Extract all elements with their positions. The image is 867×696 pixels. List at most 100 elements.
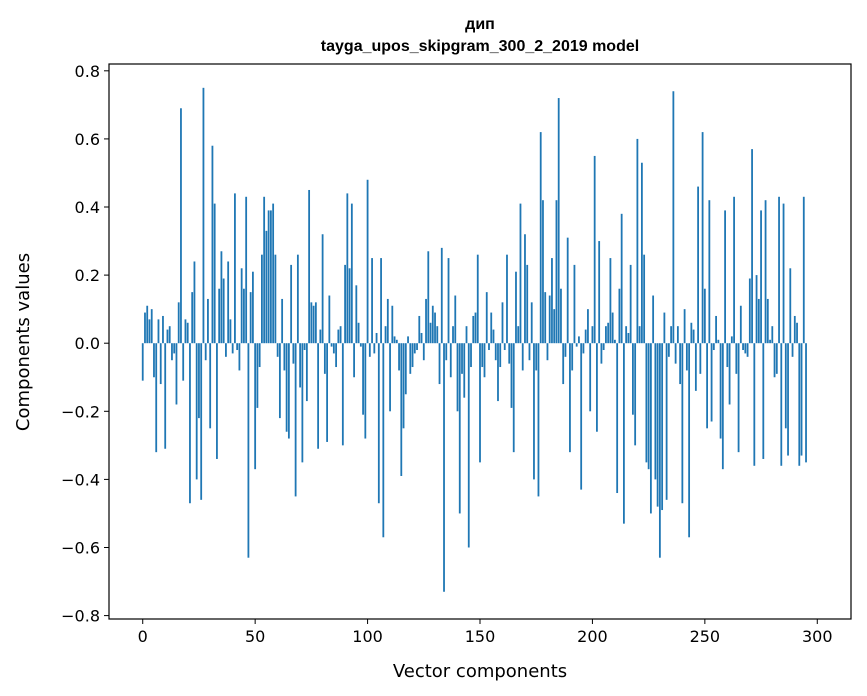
bar <box>625 326 628 344</box>
bar <box>510 343 513 408</box>
bar <box>393 336 396 344</box>
bar <box>557 98 560 344</box>
bar <box>611 312 614 344</box>
bar <box>168 326 171 344</box>
bar <box>166 329 169 344</box>
bar <box>276 343 279 357</box>
bar <box>283 343 286 371</box>
bar <box>438 343 441 385</box>
bar <box>310 302 313 344</box>
bar <box>778 196 780 344</box>
bar <box>569 343 571 453</box>
bar <box>580 343 583 490</box>
bar <box>791 343 794 357</box>
bar <box>512 343 515 453</box>
y-tick-label: 0.2 <box>75 266 100 285</box>
bar <box>665 343 668 500</box>
bar <box>663 312 666 344</box>
bar <box>171 343 173 361</box>
bar <box>265 230 268 344</box>
bar <box>332 343 335 354</box>
bar <box>290 264 293 344</box>
bar <box>546 343 549 361</box>
bar <box>211 145 214 344</box>
bar <box>715 315 717 344</box>
bar <box>753 343 756 466</box>
y-tick-label: −0.8 <box>61 607 100 626</box>
bar <box>748 278 751 344</box>
bar <box>474 312 477 344</box>
bar <box>258 343 261 368</box>
bar <box>643 254 646 344</box>
bar <box>449 343 452 378</box>
x-tick-label: 250 <box>690 627 721 646</box>
bar <box>175 343 178 405</box>
y-tick-label: 0.0 <box>75 334 100 353</box>
bar <box>746 343 749 357</box>
bar <box>519 203 522 344</box>
bar <box>312 305 315 344</box>
bar <box>607 322 610 344</box>
bar <box>584 329 587 344</box>
bar <box>418 315 421 344</box>
bar <box>411 343 414 368</box>
bar <box>481 343 484 368</box>
bar <box>476 254 479 344</box>
bar <box>654 343 657 480</box>
bar <box>679 343 682 385</box>
bar <box>535 343 538 371</box>
bar <box>337 329 340 344</box>
bar <box>377 343 380 504</box>
bar <box>638 326 641 344</box>
bar <box>796 322 798 344</box>
bar <box>454 295 457 344</box>
bar <box>294 343 297 497</box>
bars-group <box>141 87 807 592</box>
bar <box>751 149 753 344</box>
bar <box>429 322 432 344</box>
bar <box>614 339 616 344</box>
bar <box>773 343 776 378</box>
bar <box>688 343 691 538</box>
bar <box>744 343 747 354</box>
bar <box>150 309 153 344</box>
bar <box>274 254 277 344</box>
bar <box>544 292 547 344</box>
bar <box>674 343 677 364</box>
bar <box>364 343 367 439</box>
bar <box>605 326 607 344</box>
bar <box>672 91 675 344</box>
bar <box>703 288 706 344</box>
y-tick-label: 0.8 <box>75 62 100 81</box>
bar <box>658 343 661 558</box>
bar <box>708 200 711 344</box>
x-tick-label: 150 <box>465 627 496 646</box>
bar <box>269 210 272 344</box>
bar <box>375 332 378 344</box>
bar <box>661 343 664 511</box>
bar <box>220 251 223 344</box>
bar <box>391 305 394 344</box>
bar <box>598 241 601 344</box>
bar <box>562 343 565 385</box>
bar <box>252 271 254 344</box>
bar <box>694 343 697 391</box>
bar <box>292 343 295 364</box>
bar <box>670 326 673 344</box>
bar <box>209 343 212 429</box>
bar <box>278 343 281 419</box>
bar <box>652 295 655 344</box>
x-axis-label: Vector components <box>393 661 567 682</box>
bar <box>240 268 243 344</box>
bar <box>409 343 412 374</box>
bar <box>247 343 250 558</box>
bar <box>508 343 511 364</box>
bar <box>225 343 227 357</box>
bar <box>234 193 236 344</box>
bar <box>249 292 252 344</box>
bar <box>400 343 403 476</box>
bar <box>335 343 337 368</box>
bar <box>341 343 344 446</box>
bar <box>420 332 423 344</box>
